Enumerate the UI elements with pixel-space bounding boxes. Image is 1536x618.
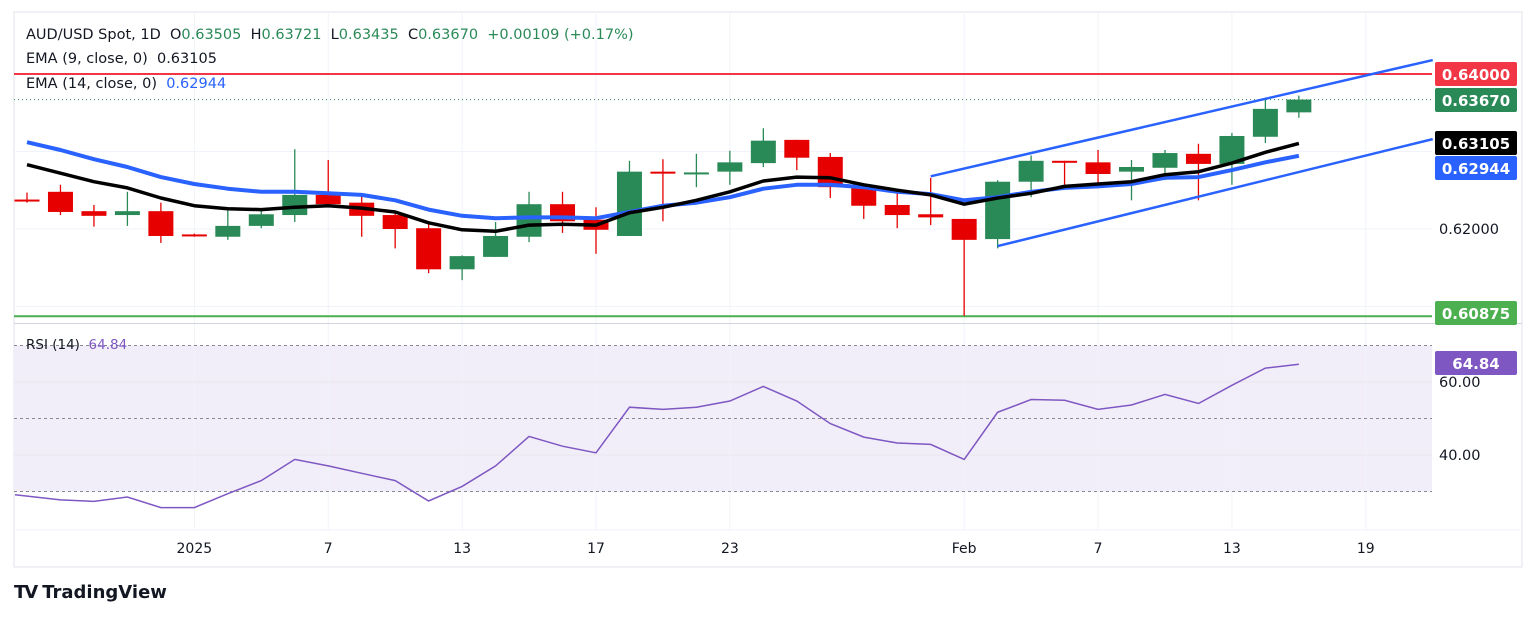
ema14-label: EMA (14, close, 0) [26, 76, 157, 92]
tradingview-logo[interactable]: TV TradingView [14, 582, 167, 603]
candle-body[interactable] [650, 171, 676, 174]
x-tick-label: Feb [952, 541, 977, 557]
price-label: 0.60875 [1442, 305, 1510, 323]
candle-body[interactable] [47, 191, 73, 212]
candle-body[interactable] [81, 211, 107, 216]
candle-body[interactable] [114, 211, 140, 216]
candle-body[interactable] [181, 234, 207, 237]
symbol-legend: AUD/USD Spot, 1D O0.63505 H0.63721 L0.63… [26, 27, 634, 43]
price-label-box [1435, 156, 1517, 180]
candle-body[interactable] [215, 225, 241, 237]
candle-body[interactable] [717, 162, 743, 172]
close-label: C [407, 27, 419, 43]
candle-body[interactable] [1052, 160, 1078, 163]
high-label: H [250, 27, 262, 43]
price-label: 0.63670 [1442, 92, 1510, 110]
ema14-value: 0.62944 [166, 76, 227, 92]
candle-body[interactable] [750, 140, 776, 164]
candle-body[interactable] [416, 228, 442, 270]
candle-body[interactable] [951, 218, 977, 240]
price-label-box [1435, 131, 1517, 155]
candle-body[interactable] [148, 211, 174, 236]
x-tick-label: 13 [1223, 541, 1241, 557]
ema14-legend[interactable]: EMA (14, close, 0) 0.62944 [26, 76, 226, 92]
candle-body[interactable] [683, 172, 709, 175]
price-label: 0.63105 [1442, 135, 1510, 153]
candle-body[interactable] [483, 235, 509, 257]
price-label-box [1435, 62, 1517, 86]
rsi-label-box [1435, 351, 1517, 375]
candle-body[interactable] [1152, 153, 1178, 168]
candle-body[interactable] [382, 215, 408, 229]
x-tick-label: 7 [1094, 541, 1103, 557]
channel-upper-line[interactable] [930, 58, 1434, 178]
close-value: 0.63670 [418, 27, 479, 43]
candle-body[interactable] [851, 186, 877, 206]
candle-body[interactable] [1185, 153, 1211, 164]
channel-lower-line[interactable] [997, 137, 1434, 248]
low-label: L [330, 27, 339, 43]
x-tick-label: 2025 [177, 541, 213, 557]
ema9-label: EMA (9, close, 0) [26, 51, 148, 67]
candle-body[interactable] [817, 156, 843, 188]
candle-body[interactable] [248, 214, 274, 226]
rsi-tick-label: 60.00 [1439, 375, 1481, 391]
candle-body[interactable] [616, 171, 642, 236]
chart[interactable]: 2025 7 13 17 23 Feb 7 13 19 0.62000 60.00 40.00 0.64… [0, 0, 1536, 575]
candle-body[interactable] [14, 199, 40, 202]
candle-body[interactable] [282, 194, 308, 216]
price-label-box [1435, 301, 1517, 325]
rsi-value: 64.84 [88, 337, 128, 353]
change-value: +0.00109 (+0.17%) [487, 27, 634, 43]
ema9-legend[interactable]: EMA (9, close, 0) 0.63105 [26, 51, 217, 67]
candle-body[interactable] [1119, 167, 1145, 172]
x-tick-label: 13 [453, 541, 471, 557]
price-tick-label: 0.62000 [1439, 222, 1499, 238]
rsi-legend[interactable]: RSI (14) 64.84 [26, 337, 127, 353]
rsi-line[interactable] [14, 363, 1299, 509]
rsi-last-label: 64.84 [1452, 355, 1499, 373]
rsi-label: RSI (14) [26, 337, 80, 353]
candle-body[interactable] [1252, 108, 1278, 137]
x-tick-label: 17 [587, 541, 605, 557]
open-label: O [169, 27, 182, 43]
x-tick-label: 7 [324, 541, 333, 557]
x-tick-label: 19 [1357, 541, 1375, 557]
candle-body[interactable] [516, 204, 542, 237]
candle-body[interactable] [884, 204, 910, 216]
price-label: 0.64000 [1442, 66, 1510, 84]
low-value: 0.63435 [338, 27, 399, 43]
high-value: 0.63721 [261, 27, 322, 43]
x-tick-label: 23 [721, 541, 739, 557]
tradingview-logo-icon: TV [14, 582, 38, 603]
candle-body[interactable] [1085, 162, 1111, 174]
price-label-box [1435, 88, 1517, 112]
candle-body[interactable] [985, 181, 1011, 240]
rsi-tick-label: 40.00 [1439, 448, 1481, 464]
candle-body[interactable] [315, 194, 341, 205]
price-label: 0.62944 [1442, 160, 1510, 178]
ema9-value: 0.63105 [156, 51, 217, 67]
ema9-line[interactable] [26, 141, 1300, 234]
candle-body[interactable] [1018, 160, 1044, 182]
candle-body[interactable] [1286, 99, 1312, 113]
open-value: 0.63505 [181, 27, 242, 43]
candle-body[interactable] [918, 214, 944, 218]
candle-body[interactable] [449, 256, 475, 270]
symbol-title: AUD/USD Spot, 1D [26, 27, 161, 43]
candle-body[interactable] [784, 139, 810, 158]
brand-name: TradingView [42, 582, 167, 603]
